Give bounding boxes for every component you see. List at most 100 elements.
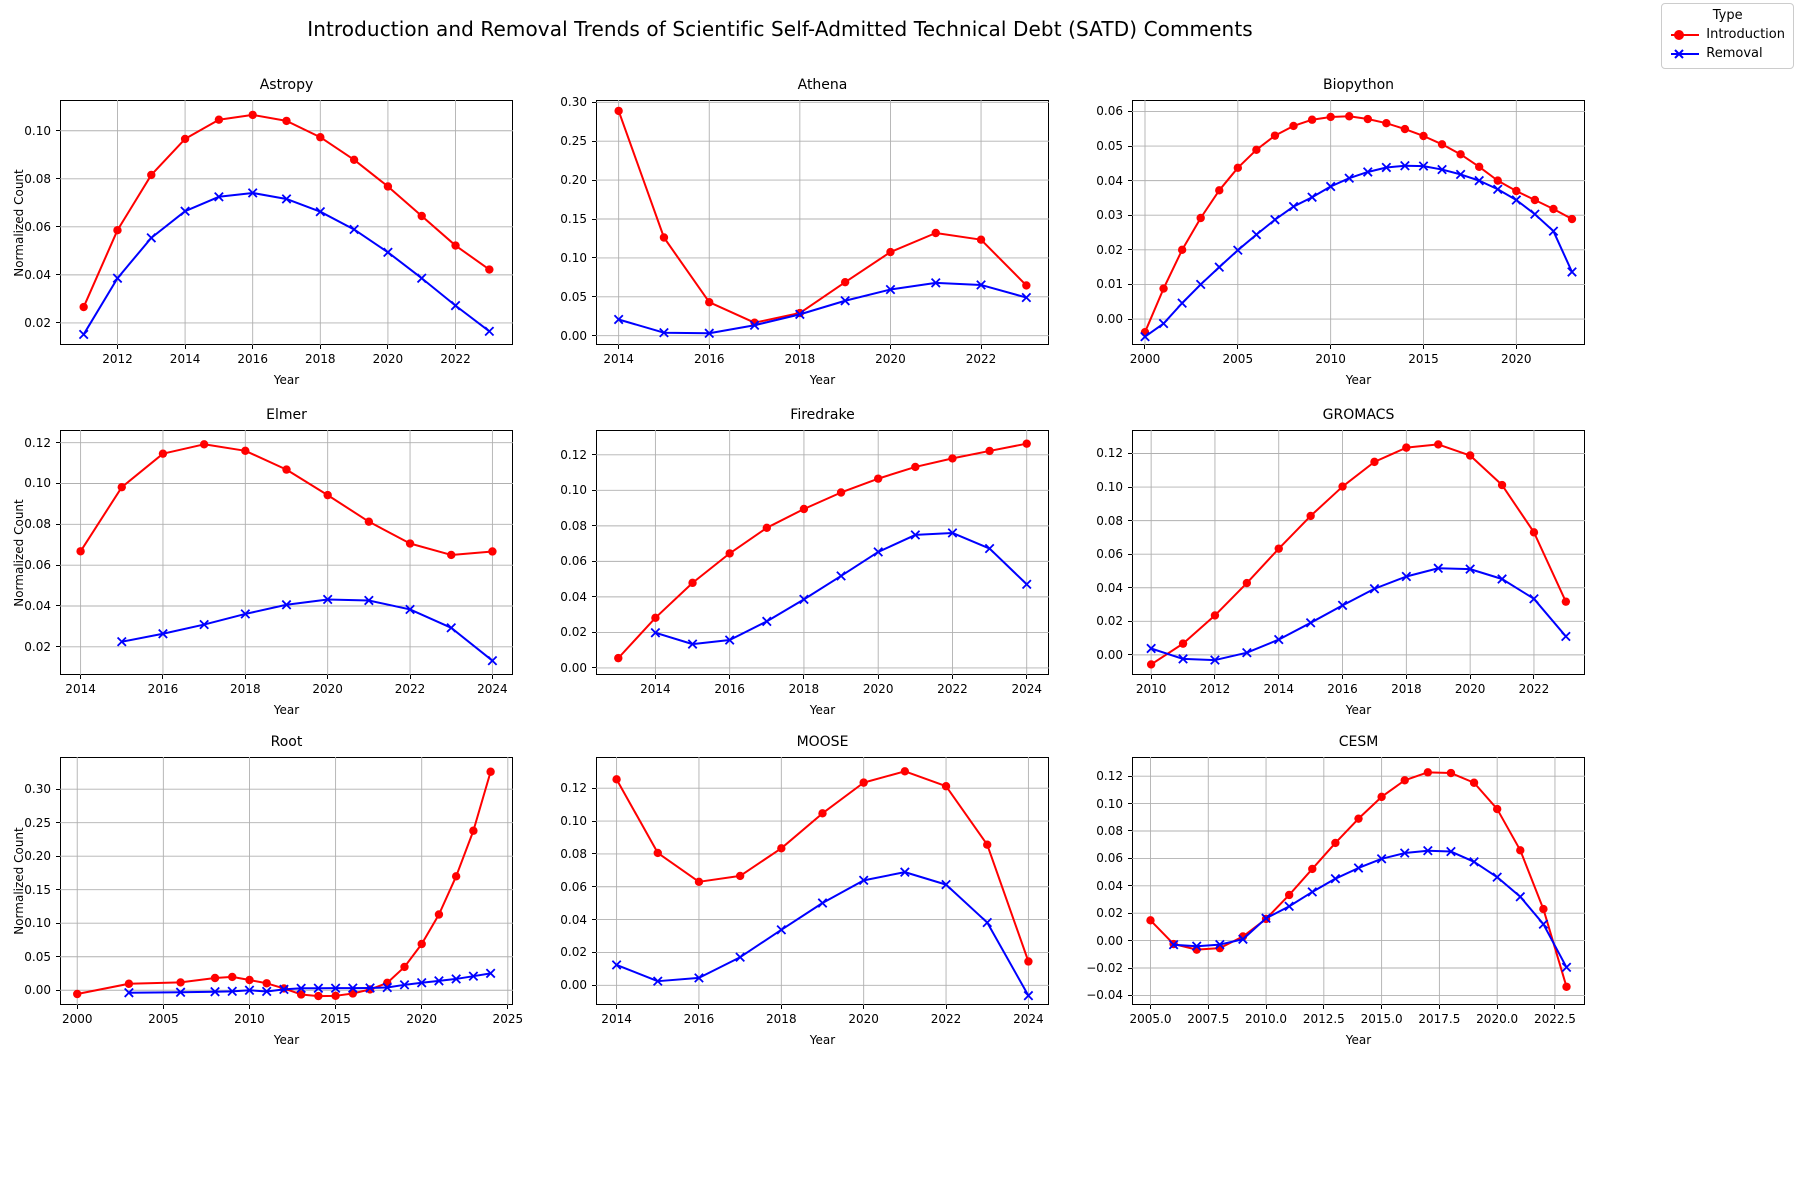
x-tick-label: 2018: [766, 1012, 797, 1026]
x-axis-label: Year: [809, 373, 836, 387]
series-line-introduction: [1149, 771, 1568, 988]
y-tick-mark: [56, 564, 60, 566]
x-tick-mark: [1533, 675, 1535, 679]
subplot-moose: MOOSE 0.00 0.02 0.04 0.06 0.08 0.10 0.12 2014 201…: [560, 734, 1049, 1047]
y-tick-label: 0.02: [24, 639, 51, 654]
subplot-title: MOOSE: [796, 734, 849, 750]
y-tick-mark: [56, 442, 60, 444]
y-tick-mark: [1128, 830, 1132, 832]
x-tick-mark: [248, 1005, 250, 1009]
series-markers-removal: [78, 188, 495, 340]
subplot-title: Root: [270, 734, 303, 750]
x-tick-label: 2018: [1391, 682, 1422, 696]
legend-label-removal: Removal: [1706, 45, 1763, 61]
y-tick-label: 0.04: [1096, 580, 1123, 595]
subplot-cesm: CESM −0.04 −0.02 0.00 0.02 0.04 0.06 0.08 0.10 0.…: [1086, 734, 1585, 1047]
x-tick-mark: [409, 675, 411, 679]
y-tick-label: 0.10: [1096, 796, 1123, 811]
legend-item-introduction[interactable]: Introduction: [1670, 25, 1785, 44]
plot-area: [60, 100, 513, 345]
x-tick-mark: [1469, 675, 1471, 679]
x-tick-mark: [1265, 1005, 1267, 1009]
x-tick-label: 2018: [230, 682, 261, 696]
x-tick-label: 2022: [937, 682, 968, 696]
series-markers-introduction: [1140, 112, 1577, 337]
y-tick-mark: [56, 989, 60, 991]
x-tick-mark: [1150, 675, 1152, 679]
y-tick-label: 0.12: [1096, 769, 1123, 784]
y-tick-mark: [1128, 620, 1132, 622]
x-tick-label: 2017.5: [1418, 1012, 1461, 1026]
y-tick-mark: [592, 886, 596, 888]
subplot-title: Firedrake: [790, 407, 855, 423]
plot-clip: [596, 430, 1049, 675]
y-tick-label: 0.05: [1096, 139, 1123, 154]
y-tick-mark: [56, 482, 60, 484]
y-tick-mark: [592, 296, 596, 298]
x-tick-mark: [1438, 1005, 1440, 1009]
x-tick-mark: [889, 345, 891, 349]
x-tick-label: 2005: [148, 1012, 179, 1026]
y-tick-mark: [56, 646, 60, 648]
x-tick-label: 2016: [237, 352, 268, 366]
y-tick-mark: [1128, 145, 1132, 147]
plot-clip: [1132, 757, 1585, 1005]
y-tick-mark: [1128, 520, 1132, 522]
series-markers-introduction: [79, 110, 494, 312]
y-tick-label: 0.10: [560, 814, 587, 829]
x-tick-mark: [780, 1005, 782, 1009]
y-tick-mark: [592, 820, 596, 822]
subplot-title: CESM: [1338, 734, 1379, 750]
y-tick-label: 0.02: [24, 315, 51, 330]
x-tick-label: 2014: [65, 682, 96, 696]
y-tick-label: 0.06: [24, 219, 51, 234]
y-tick-label: 0.25: [24, 815, 51, 830]
plot-canvas: [1132, 430, 1585, 675]
x-tick-mark: [1237, 345, 1239, 349]
y-tick-label: 0.08: [24, 517, 51, 532]
plot-canvas: [596, 100, 1049, 345]
series-line-removal: [615, 871, 1030, 997]
x-tick-label: 2010: [234, 1012, 265, 1026]
y-tick-label: 0.06: [560, 879, 587, 894]
x-tick-label: 2015: [1408, 352, 1439, 366]
x-tick-label: 2010: [1135, 682, 1167, 696]
plot-canvas: [596, 757, 1049, 1005]
plot-area: [1132, 100, 1585, 345]
y-tick-label: 0.12: [560, 447, 587, 462]
x-tick-mark: [1515, 345, 1517, 349]
x-tick-label: 2020: [1501, 352, 1532, 366]
y-tick-mark: [1128, 249, 1132, 251]
x-tick-label: 2005.0: [1129, 1012, 1172, 1026]
x-tick-mark: [387, 345, 389, 349]
y-tick-mark: [1128, 775, 1132, 777]
series-markers-introduction: [1146, 440, 1571, 669]
x-tick-mark: [455, 345, 457, 349]
y-tick-label: 0.00: [560, 660, 587, 675]
y-tick-label: 0.06: [1096, 851, 1123, 866]
x-tick-mark: [1323, 1005, 1325, 1009]
x-tick-label: 2022: [930, 1012, 962, 1026]
y-tick-label: 0.04: [1096, 878, 1123, 893]
legend-marker-x-icon: [1670, 47, 1700, 61]
x-tick-label: 2000: [1129, 352, 1161, 366]
x-tick-label: 2016: [693, 352, 725, 366]
gridlines: [60, 100, 513, 345]
x-tick-label: 2025: [492, 1012, 524, 1026]
x-axis-label: Year: [273, 373, 300, 387]
x-tick-label: 2014: [640, 682, 671, 696]
x-tick-mark: [1149, 1005, 1151, 1009]
y-tick-label: 0.06: [1096, 547, 1123, 562]
subplot-title: Elmer: [266, 407, 307, 423]
x-tick-mark: [1027, 1005, 1029, 1009]
y-tick-mark: [592, 596, 596, 598]
y-tick-mark: [56, 605, 60, 607]
y-tick-mark: [56, 788, 60, 790]
x-tick-mark: [319, 345, 321, 349]
subplot-root: Root 0.00 0.05 0.10 0.15 0.20 0.25 0.30 2000 2005…: [12, 734, 523, 1047]
legend-item-removal[interactable]: Removal: [1670, 44, 1785, 63]
y-tick-label: 0.10: [1096, 480, 1123, 495]
y-tick-label: 0.10: [560, 250, 587, 265]
y-tick-mark: [1128, 180, 1132, 182]
